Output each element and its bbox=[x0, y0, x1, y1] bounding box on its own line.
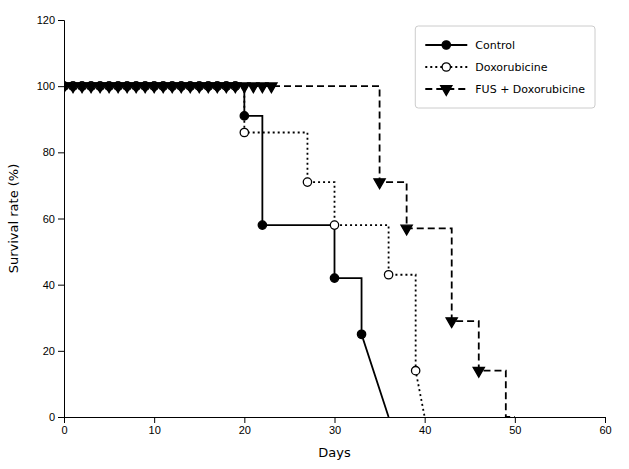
tick-label: 40 bbox=[43, 279, 55, 291]
legend-label: Control bbox=[475, 39, 515, 52]
marker bbox=[330, 221, 338, 229]
legend-item: FUS + Doxorubicine bbox=[425, 83, 585, 96]
tick: 40 bbox=[419, 417, 431, 436]
x-axis: 0 10 20 30 40 50 60 bbox=[61, 417, 611, 436]
legend-label: FUS + Doxorubicine bbox=[475, 83, 585, 96]
tick-label: 60 bbox=[599, 424, 611, 436]
marker bbox=[446, 318, 457, 328]
legend-marker bbox=[441, 86, 452, 96]
plot-area: 0 10 20 30 40 50 60 0 20 40 60 80 100 120 Control Doxor… bbox=[37, 14, 612, 436]
series-line bbox=[64, 86, 515, 417]
tick-label: 50 bbox=[509, 424, 521, 436]
chart: 0 10 20 30 40 50 60 0 20 40 60 80 100 120 Control Doxor… bbox=[0, 0, 629, 469]
tick-label: 80 bbox=[43, 146, 55, 158]
marker bbox=[266, 83, 277, 93]
legend-marker bbox=[442, 41, 450, 49]
tick: 0 bbox=[61, 417, 67, 436]
tick: 100 bbox=[37, 80, 64, 92]
series-line bbox=[64, 86, 425, 417]
legend: Control Doxorubicine FUS + Doxorubicine bbox=[415, 26, 595, 108]
tick: 60 bbox=[43, 213, 64, 225]
tick-mark bbox=[58, 152, 64, 153]
tick: 60 bbox=[599, 417, 611, 436]
marker bbox=[401, 225, 412, 235]
legend-marker bbox=[442, 63, 450, 71]
axis-line bbox=[65, 418, 606, 424]
tick-mark bbox=[58, 417, 64, 418]
tick-mark bbox=[58, 86, 64, 87]
marker bbox=[330, 274, 338, 282]
tick-label: 60 bbox=[43, 213, 55, 225]
tick: 40 bbox=[43, 279, 64, 291]
tick: 30 bbox=[329, 417, 341, 436]
tick-label: 30 bbox=[329, 424, 341, 436]
legend-item: Doxorubicine bbox=[425, 61, 547, 74]
tick-label: 10 bbox=[149, 424, 161, 436]
series-line bbox=[64, 86, 389, 417]
marker bbox=[258, 221, 266, 229]
tick-mark bbox=[335, 417, 336, 423]
marker bbox=[473, 367, 484, 377]
tick-mark bbox=[515, 417, 516, 423]
y-axis-title: Survival rate (%) bbox=[6, 164, 21, 274]
marker bbox=[303, 178, 311, 186]
marker bbox=[384, 271, 392, 279]
tick-label: 100 bbox=[37, 80, 55, 92]
legend-item: Control bbox=[425, 39, 515, 52]
tick-mark bbox=[244, 417, 245, 423]
tick: 80 bbox=[43, 146, 64, 158]
tick-mark bbox=[58, 219, 64, 220]
tick-label: 20 bbox=[239, 424, 251, 436]
tick: 20 bbox=[239, 417, 251, 436]
marker bbox=[357, 330, 365, 338]
tick-mark bbox=[58, 20, 64, 21]
tick-mark bbox=[605, 417, 606, 423]
marker bbox=[411, 366, 419, 374]
tick-label: 40 bbox=[419, 424, 431, 436]
tick-label: 0 bbox=[61, 424, 67, 436]
tick-mark bbox=[425, 417, 426, 423]
tick-mark bbox=[58, 285, 64, 286]
y-axis: 0 20 40 60 80 100 120 bbox=[37, 14, 65, 423]
x-axis-title: Days bbox=[318, 445, 351, 460]
tick: 10 bbox=[149, 417, 161, 436]
tick: 0 bbox=[49, 411, 64, 423]
tick-mark bbox=[58, 351, 64, 352]
tick-label: 0 bbox=[49, 411, 55, 423]
marker bbox=[240, 128, 248, 136]
tick: 120 bbox=[37, 14, 64, 26]
tick-mark bbox=[154, 417, 155, 423]
legend-label: Doxorubicine bbox=[475, 61, 547, 74]
tick: 50 bbox=[509, 417, 521, 436]
tick: 20 bbox=[43, 345, 64, 357]
tick-label: 120 bbox=[37, 14, 55, 26]
tick-label: 20 bbox=[43, 345, 55, 357]
axis-line bbox=[58, 21, 65, 418]
marks bbox=[64, 82, 515, 417]
legend-box bbox=[415, 26, 595, 108]
marker bbox=[374, 179, 385, 189]
